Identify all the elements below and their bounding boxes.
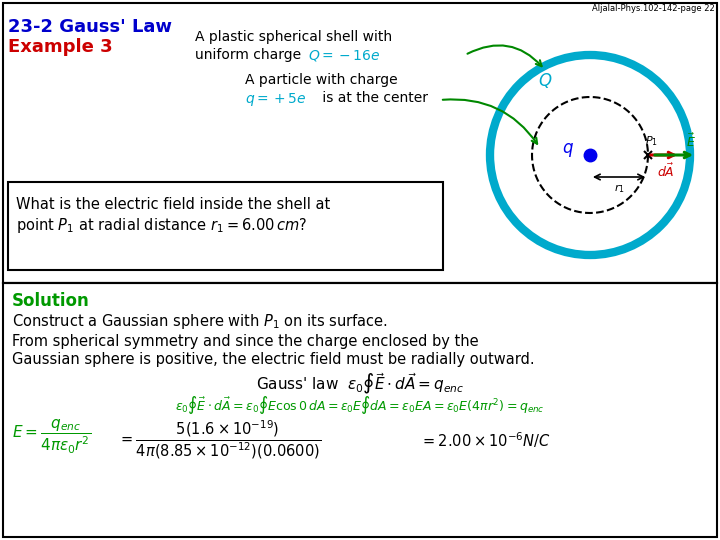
Text: $= \dfrac{5(1.6 \times 10^{-19})}{4\pi(8.85 \times 10^{-12})(0.0600)}$: $= \dfrac{5(1.6 \times 10^{-19})}{4\pi(8… xyxy=(118,418,321,461)
Text: Aljalal-Phys.102-142-page 22: Aljalal-Phys.102-142-page 22 xyxy=(593,4,715,13)
FancyArrowPatch shape xyxy=(467,45,541,66)
Text: $Q = -16e$: $Q = -16e$ xyxy=(308,48,381,63)
Text: uniform charge: uniform charge xyxy=(195,48,305,62)
Text: A plastic spherical shell with: A plastic spherical shell with xyxy=(195,30,392,44)
Text: 23-2 Gauss' Law: 23-2 Gauss' Law xyxy=(8,18,172,36)
Bar xyxy=(3,283,717,537)
Text: $q = +5e$: $q = +5e$ xyxy=(245,91,307,108)
Text: point $P_1$ at radial distance $r_1 = 6.00\,cm$?: point $P_1$ at radial distance $r_1 = 6.… xyxy=(16,216,307,235)
Text: $P_1$: $P_1$ xyxy=(645,134,658,148)
Text: $d\vec{A}$: $d\vec{A}$ xyxy=(657,163,675,180)
Text: $\vec{E}$: $\vec{E}$ xyxy=(686,132,696,150)
Text: $Q$: $Q$ xyxy=(538,71,552,90)
Text: $E = \dfrac{q_{enc}}{4\pi\epsilon_0 r^2}$: $E = \dfrac{q_{enc}}{4\pi\epsilon_0 r^2}… xyxy=(12,418,91,456)
Circle shape xyxy=(490,55,690,255)
FancyArrowPatch shape xyxy=(443,99,537,144)
Text: is at the center: is at the center xyxy=(318,91,428,105)
Text: Solution: Solution xyxy=(12,292,90,310)
Text: Gaussian sphere is positive, the electric field must be radially outward.: Gaussian sphere is positive, the electri… xyxy=(12,352,535,367)
Text: $r_1$: $r_1$ xyxy=(613,183,624,195)
Bar xyxy=(8,182,443,270)
Text: What is the electric field inside the shell at: What is the electric field inside the sh… xyxy=(16,197,330,212)
Text: $q$: $q$ xyxy=(562,141,574,159)
Text: $\epsilon_0 \oint \vec{E} \cdot d\vec{A} = \epsilon_0 \oint E\cos 0\,dA = \epsil: $\epsilon_0 \oint \vec{E} \cdot d\vec{A}… xyxy=(175,394,545,416)
Text: From spherical symmetry and since the charge enclosed by the: From spherical symmetry and since the ch… xyxy=(12,334,479,349)
Text: Construct a Gaussian sphere with $P_1$ on its surface.: Construct a Gaussian sphere with $P_1$ o… xyxy=(12,312,388,331)
Bar xyxy=(3,3,717,283)
Text: $= 2.00 \times 10^{-6} N/C$: $= 2.00 \times 10^{-6} N/C$ xyxy=(420,430,551,450)
Text: Gauss' law  $\epsilon_0 \oint \vec{E} \cdot d\vec{A} = q_{enc}$: Gauss' law $\epsilon_0 \oint \vec{E} \cd… xyxy=(256,372,464,397)
Text: Example 3: Example 3 xyxy=(8,38,112,56)
Text: A particle with charge: A particle with charge xyxy=(245,73,397,87)
